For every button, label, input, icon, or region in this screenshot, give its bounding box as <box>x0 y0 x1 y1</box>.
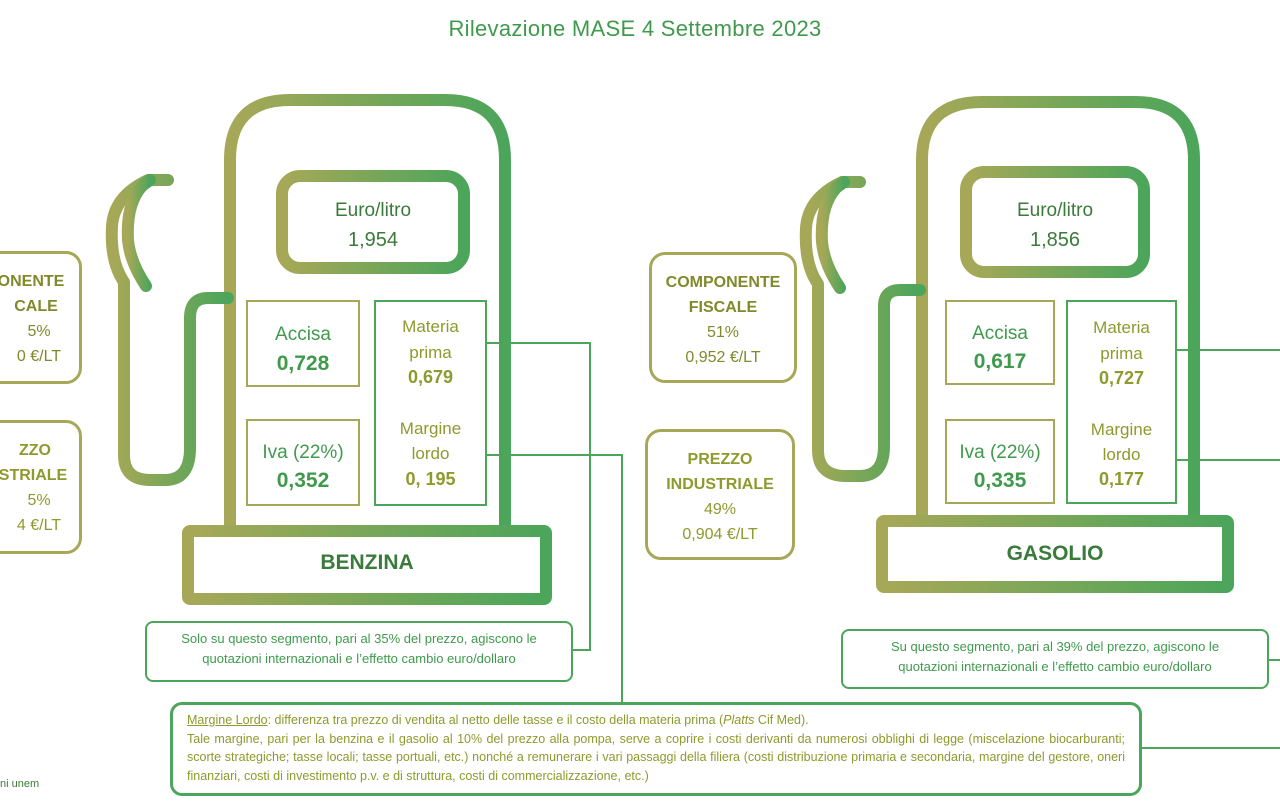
benzina-industrial-line3: 5% <box>27 492 51 509</box>
gasolio-fiscal-line2: FISCALE <box>688 299 758 316</box>
margine-lordo-definition: Margine Lordo: differenza tra prezzo di … <box>187 711 1125 730</box>
gasolio-materia-value: 0,727 <box>1098 368 1145 388</box>
gasolio-label: GASOLIO <box>1006 542 1104 565</box>
gasolio-iva-value: 0,335 <box>973 469 1027 492</box>
benzina-label: BENZINA <box>320 551 414 574</box>
benzina-margine-value: 0, 195 <box>405 469 456 489</box>
benzina-margine-label-2: lordo <box>411 444 450 463</box>
gasolio-note-line2: quotazioni internazionali e l’effetto ca… <box>898 659 1212 674</box>
benzina-fiscal-line3: 5% <box>27 323 51 340</box>
gasolio-fiscal-box: COMPONENTE FISCALE 51% 0,952 €/LT <box>649 252 797 383</box>
benzina-fiscal-line4: 0 €/LT <box>16 348 62 365</box>
gasolio-iva-label: Iva (22%) <box>959 442 1041 463</box>
gasolio-price-value: 1,856 <box>1029 229 1081 251</box>
gasolio-fiscal-line4: 0,952 €/LT <box>685 349 761 366</box>
benzina-note-line2: quotazioni internazionali e l’effetto ca… <box>202 651 516 666</box>
benzina-materia-label-2: prima <box>409 343 452 362</box>
gasolio-margine-label-1: Margine <box>1090 420 1153 439</box>
benzina-materia-value: 0,679 <box>407 367 454 387</box>
benzina-industrial-box: ZZO STRIALE 5% 4 €/LT <box>0 420 82 554</box>
benzina-right-cell <box>374 300 487 506</box>
margine-lordo-note: Margine Lordo: differenza tra prezzo di … <box>170 702 1142 796</box>
benzina-accisa-value: 0,728 <box>276 352 330 375</box>
gasolio-industrial-line1: PREZZO <box>687 451 753 468</box>
margine-lordo-def-part2: Cif Med). <box>754 713 809 727</box>
gasolio-industrial-line4: 0,904 €/LT <box>682 526 758 543</box>
gasolio-materia-label-1: Materia <box>1093 318 1150 337</box>
benzina-connectors <box>486 342 623 704</box>
gasolio-margine-value: 0,177 <box>1098 469 1145 489</box>
gasolio-industrial-line3: 49% <box>703 501 737 518</box>
margine-lordo-body: Tale margine, pari per la benzina e il g… <box>187 731 1125 783</box>
benzina-industrial-line4: 4 €/LT <box>16 517 62 534</box>
benzina-price-value: 1,954 <box>347 229 399 251</box>
benzina-price-label: Euro/litro <box>334 200 412 221</box>
benzina-fiscal-line1: ONENTE <box>0 273 65 290</box>
gasolio-industrial-line2: INDUSTRIALE <box>666 476 774 493</box>
gasolio-accisa-value: 0,617 <box>973 350 1027 373</box>
gasolio-pump-icon <box>799 96 1234 593</box>
gasolio-fiscal-line3: 51% <box>706 324 740 341</box>
gasolio-margine-label-2: lordo <box>1102 445 1141 464</box>
benzina-note-line1: Solo su questo segmento, pari al 35% del… <box>181 631 537 646</box>
benzina-iva-value: 0,352 <box>276 469 330 492</box>
gasolio-accisa-label: Accisa <box>972 323 1028 344</box>
benzina-accisa-label: Accisa <box>275 324 331 345</box>
gasolio-cells <box>945 300 1055 504</box>
benzina-fiscal-line2: CALE <box>14 298 58 315</box>
gasolio-right-cell <box>1066 300 1177 504</box>
benzina-iva-label: Iva (22%) <box>262 442 344 463</box>
gasolio-note: Su questo segmento, pari al 39% del prez… <box>841 629 1269 689</box>
margine-lordo-platts: Platts <box>723 713 755 727</box>
page-title: Rilevazione MASE 4 Settembre 2023 <box>448 16 822 41</box>
benzina-materia-label-1: Materia <box>402 317 459 336</box>
benzina-pump-icon <box>105 94 552 605</box>
benzina-cells <box>246 300 360 506</box>
margine-lordo-def-part1: : differenza tra prezzo di vendita al ne… <box>267 713 724 727</box>
benzina-industrial-line1: ZZO <box>19 442 51 459</box>
gasolio-price-label: Euro/litro <box>1016 200 1094 221</box>
benzina-fiscal-box: ONENTE CALE 5% 0 €/LT <box>0 251 82 384</box>
margine-lordo-term: Margine Lordo <box>187 713 268 727</box>
gasolio-note-line1: Su questo segmento, pari al 39% del prez… <box>890 639 1220 654</box>
footer-source: ni unem <box>0 778 40 790</box>
benzina-note: Solo su questo segmento, pari al 35% del… <box>145 621 573 682</box>
gasolio-materia-label-2: prima <box>1100 344 1143 363</box>
gasolio-industrial-box: PREZZO INDUSTRIALE 49% 0,904 €/LT <box>645 429 795 560</box>
benzina-margine-label-1: Margine <box>399 419 462 438</box>
benzina-industrial-line2: STRIALE <box>0 467 68 484</box>
gasolio-fiscal-line1: COMPONENTE <box>665 274 781 291</box>
